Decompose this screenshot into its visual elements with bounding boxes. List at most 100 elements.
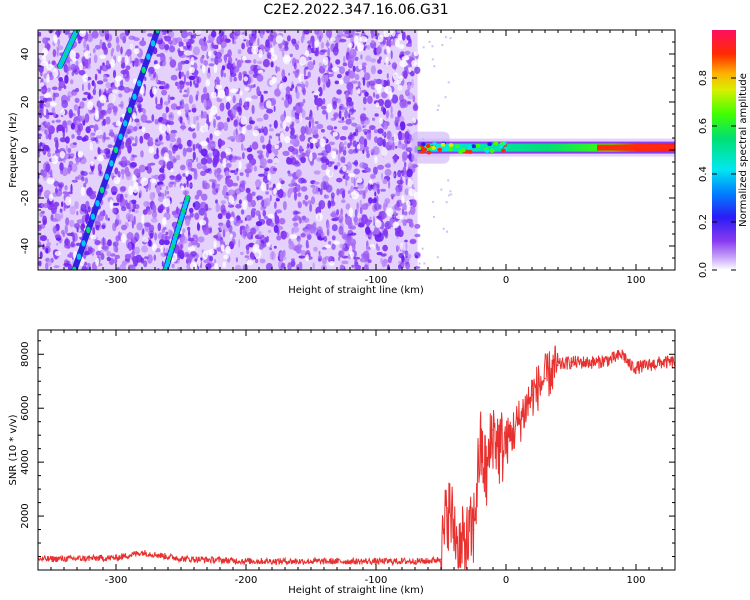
noise-speck <box>184 103 189 113</box>
noise-speck <box>314 121 319 125</box>
noise-gap <box>166 124 171 133</box>
noise-speck <box>265 262 273 270</box>
noise-gap <box>207 51 212 57</box>
faint-speck <box>441 44 444 47</box>
noise-speck <box>194 74 198 78</box>
noise-speck <box>274 211 278 219</box>
noise-speck <box>63 30 70 36</box>
y-tick-label: 8000 <box>20 342 31 367</box>
noise-speck <box>186 183 192 188</box>
noise-gap <box>282 120 287 130</box>
noise-speck <box>376 46 382 55</box>
noise-speck <box>102 242 110 252</box>
diagonal-track-blob <box>185 194 190 202</box>
noise-speck <box>386 130 392 140</box>
noise-speck <box>332 148 338 152</box>
noise-speck <box>375 238 382 242</box>
colorbar-gradient <box>712 30 736 270</box>
noise-speck <box>404 239 408 243</box>
noise-speck <box>384 213 388 219</box>
noise-speck <box>56 124 64 132</box>
noise-gap <box>353 35 359 45</box>
colorbar-tick-label: 0.8 <box>698 70 709 86</box>
noise-speck <box>114 223 118 228</box>
noise-speck <box>392 173 395 177</box>
noise-speck <box>207 152 213 158</box>
noise-speck <box>381 79 384 87</box>
noise-speck <box>84 251 90 256</box>
noise-speck <box>245 244 250 251</box>
band-blob <box>448 143 454 148</box>
noise-gap <box>77 151 84 158</box>
noise-speck <box>287 172 293 177</box>
faint-speck <box>432 200 435 203</box>
noise-speck <box>217 121 225 130</box>
noise-speck <box>151 210 158 219</box>
noise-gap <box>331 66 340 72</box>
noise-gap <box>314 40 320 49</box>
noise-speck <box>215 76 220 82</box>
faint-speck <box>431 45 434 48</box>
noise-speck <box>118 104 123 107</box>
noise-speck <box>105 214 108 221</box>
noise-speck <box>70 122 76 130</box>
noise-speck <box>124 253 131 259</box>
noise-gap <box>111 89 118 94</box>
noise-speck <box>125 137 132 146</box>
noise-speck <box>339 66 345 75</box>
noise-gap <box>284 56 291 63</box>
noise-speck <box>347 190 351 195</box>
noise-speck <box>320 128 325 133</box>
noise-speck <box>339 38 347 43</box>
noise-speck <box>220 200 226 205</box>
noise-gap <box>40 82 44 87</box>
noise-speck <box>202 111 208 119</box>
noise-speck <box>291 227 295 235</box>
noise-speck <box>336 73 342 79</box>
noise-speck <box>335 59 341 65</box>
noise-speck <box>94 73 98 81</box>
noise-speck <box>177 144 183 149</box>
noise-speck <box>98 106 101 112</box>
noise-speck <box>101 224 106 230</box>
noise-speck <box>293 215 301 221</box>
noise-speck <box>322 109 327 115</box>
x-tick-label: 100 <box>626 275 645 286</box>
band-blob <box>448 147 453 152</box>
noise-gap <box>326 103 333 113</box>
noise-speck <box>242 104 246 108</box>
noise-speck <box>351 122 358 127</box>
noise-speck <box>287 262 292 270</box>
noise-speck <box>231 238 236 246</box>
noise-speck <box>264 197 271 207</box>
noise-speck <box>224 194 229 199</box>
noise-speck <box>338 152 341 162</box>
noise-speck <box>338 256 341 261</box>
noise-speck <box>377 59 381 64</box>
noise-speck <box>233 61 236 68</box>
noise-speck <box>263 90 268 94</box>
noise-speck <box>105 60 110 66</box>
noise-speck <box>251 104 255 115</box>
noise-speck <box>105 82 111 89</box>
noise-gap <box>99 94 107 104</box>
noise-speck <box>348 149 354 155</box>
snr-point <box>622 353 624 356</box>
noise-gap <box>254 248 262 259</box>
noise-speck <box>394 116 400 120</box>
noise-speck <box>192 202 196 208</box>
snr-point <box>505 442 507 445</box>
faint-speck <box>447 179 450 182</box>
noise-speck <box>115 235 120 242</box>
noise-speck <box>269 251 276 261</box>
noise-gap <box>406 200 411 208</box>
noise-speck <box>409 151 412 160</box>
noise-gap <box>95 129 102 136</box>
snr-point <box>375 560 377 563</box>
noise-gap <box>313 90 320 96</box>
noise-speck <box>182 190 190 196</box>
noise-gap <box>239 90 243 96</box>
noise-speck <box>147 163 152 169</box>
noise-speck <box>187 226 191 231</box>
noise-speck <box>213 50 218 56</box>
